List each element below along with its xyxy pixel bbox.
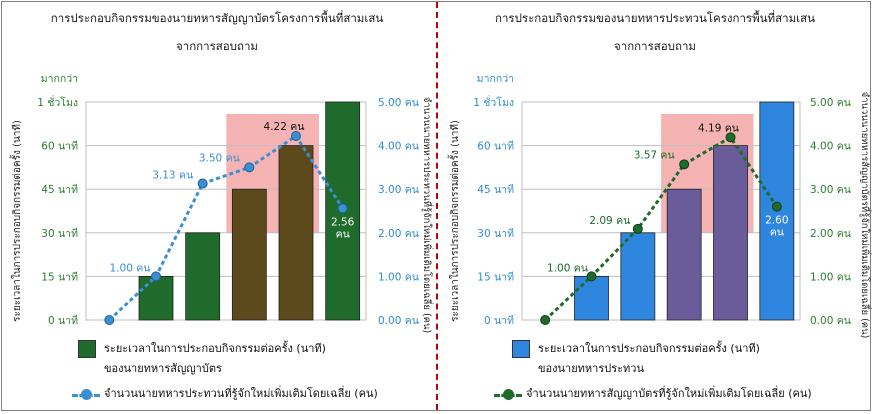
chart-svg: 0 นาที 15 นาที 30 นาที 45 นาที 60 นาที 1 ชั่ว… xyxy=(9,73,434,333)
y2-tick-label: 2.00 คน xyxy=(378,228,419,240)
series-line xyxy=(544,135,779,322)
chart-svg: 0 นาที 15 นาที 30 นาที 45 นาที 60 นาที 1 ชั่ว… xyxy=(447,73,872,339)
y-tick-label: 30 นาที xyxy=(41,227,78,240)
chart-panel-officers: การประกอบกิจกรรมของนายทหารสัญญาบัตรโครงก… xyxy=(0,0,434,414)
data-label: 3.57 คน xyxy=(634,149,675,161)
series-point xyxy=(104,315,115,325)
data-label: คน xyxy=(336,228,350,240)
legend-line-label: จำนวนนายทหารสัญญาบัตรที่รู้จักใหม่เพิ่มเ… xyxy=(526,387,812,400)
bar xyxy=(574,275,609,321)
y-tick-label: 0 นาที xyxy=(484,314,514,327)
y2-tick-label: 4.00 คน xyxy=(810,141,851,153)
series-point xyxy=(151,271,161,282)
y2-tick-label: 2.00 คน xyxy=(810,228,851,240)
chart-title: การประกอบกิจกรรมของนายทหารสัญญาบัตรโครงก… xyxy=(50,11,384,25)
bar xyxy=(138,275,174,321)
series-point xyxy=(679,159,690,170)
data-label: 3.13 คน xyxy=(152,170,193,182)
y2-tick-label: 4.00 คน xyxy=(378,141,419,153)
legend-line-marker xyxy=(503,389,514,400)
series-point xyxy=(725,132,736,143)
chart-subtitle: จากการสอบถาม xyxy=(614,39,696,53)
y-tick-label: 30 นาที xyxy=(477,227,514,240)
y-axis-title: ระยะเวลาในการประกอบกิจกรรมต่อครั้ง (นาที… xyxy=(9,120,23,322)
legend-line-label: จำนวนนายทหารประทวนที่รู้จักใหม่เพิ่มเติม… xyxy=(104,387,378,400)
chart-subtitle: จากการสอบถาม xyxy=(176,39,258,53)
y-tick-label: 45 นาที xyxy=(41,183,78,196)
y2-tick-label: 0.00 คน xyxy=(810,315,851,327)
chart-panel-nco: การประกอบกิจกรรมของนายทหารประทวนโครงการพ… xyxy=(438,0,872,414)
legend-line-marker xyxy=(81,389,92,400)
series-point xyxy=(540,315,551,325)
data-label: 2.56 xyxy=(331,216,355,228)
bar xyxy=(325,101,361,321)
series-point xyxy=(337,203,348,214)
bar xyxy=(620,232,656,321)
series-point xyxy=(197,178,208,189)
data-label: 4.19 คน xyxy=(698,122,739,134)
series-point xyxy=(244,162,255,173)
legend-bar-label-line2: ของนายทหารประทวน xyxy=(538,362,644,375)
y-tick-label: 1 ชั่วโมง xyxy=(473,95,514,109)
bar xyxy=(231,188,267,321)
legend-bar-label-line2: ของนายทหารสัญญาบัตร xyxy=(104,362,222,375)
data-label: 1.00 คน xyxy=(110,262,151,274)
data-label: คน xyxy=(770,227,784,239)
series-line xyxy=(108,133,344,322)
y2-axis-title: จำนวนนายทหารสัญญาบัตรที่รู้จักใหม่เพิ่มเ… xyxy=(859,92,872,339)
series-point xyxy=(771,201,782,212)
data-label: 2.09 คน xyxy=(589,215,630,227)
y-tick-label-extra: มากกว่า xyxy=(41,73,78,85)
y-tick-label: 15 นาที xyxy=(41,270,78,283)
y2-tick-label: 1.00 คน xyxy=(378,271,419,283)
plot-border xyxy=(85,101,367,321)
series-point xyxy=(632,223,643,234)
data-label: 4.22 คน xyxy=(264,121,305,133)
y-tick-label: 60 นาที xyxy=(41,140,78,153)
y2-tick-label: 0.00 คน xyxy=(378,315,419,327)
data-label-bg xyxy=(762,212,791,239)
y-tick-label: 15 นาที xyxy=(477,270,514,283)
data-label: 3.50 คน xyxy=(199,152,240,164)
y2-tick-label: 5.00 คน xyxy=(810,97,851,109)
bar xyxy=(713,145,748,321)
bar xyxy=(185,232,221,321)
panel-divider xyxy=(436,2,438,410)
data-label-bg xyxy=(328,214,357,241)
y-tick-label: 60 นาที xyxy=(477,140,514,153)
bar xyxy=(278,145,314,321)
y-tick-label: 1 ชั่วโมง xyxy=(37,95,78,109)
y2-tick-label: 5.00 คน xyxy=(378,97,419,109)
data-label: 1.00 คน xyxy=(547,262,588,274)
y-axis-title: ระยะเวลาในการประกอบกิจกรรมต่อครั้ง (นาที… xyxy=(447,120,461,322)
chart-title: การประกอบกิจกรรมของนายทหารประทวนโครงการพ… xyxy=(495,11,815,25)
legend-bar-swatch xyxy=(78,340,96,358)
y-tick-label: 45 นาที xyxy=(477,183,514,196)
legend-bar-swatch xyxy=(512,340,530,358)
y-tick-label-extra: มากกว่า xyxy=(477,73,514,85)
y2-tick-label: 1.00 คน xyxy=(810,271,851,283)
y2-tick-label: 3.00 คน xyxy=(378,184,419,196)
legend-bar-label: ระยะเวลาในการประกอบกิจกรรมต่อครั้ง (นาที… xyxy=(104,342,326,355)
data-label: 2.60 xyxy=(765,215,788,227)
plot-border xyxy=(521,101,801,321)
y-tick-label: 0 นาที xyxy=(48,314,78,327)
series-point xyxy=(291,131,301,142)
legend-bar-label: ระยะเวลาในการประกอบกิจกรรมต่อครั้ง (นาที… xyxy=(538,342,760,355)
series-point xyxy=(586,271,597,282)
bar xyxy=(666,188,702,321)
y2-tick-label: 3.00 คน xyxy=(810,184,851,196)
y2-axis-title: จำนวนนายทหารประทวนที่รู้จักใหม่เพิ่มเติม… xyxy=(421,97,434,333)
